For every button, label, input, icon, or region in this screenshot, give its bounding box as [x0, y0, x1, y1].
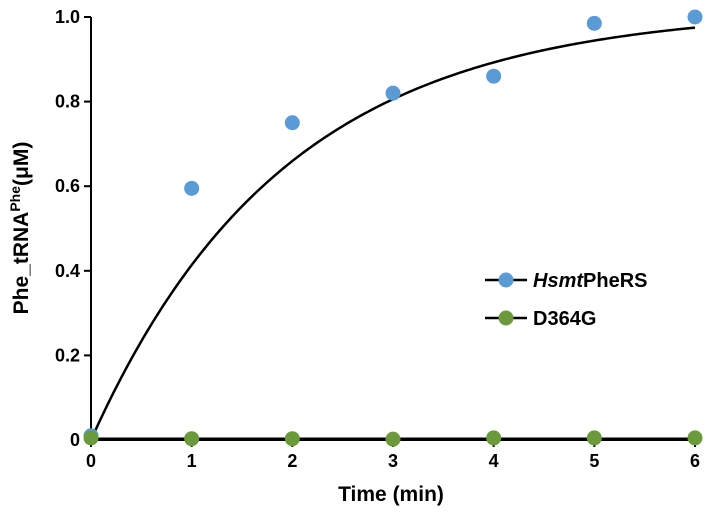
- legend-marker-d364g: [498, 310, 514, 326]
- y-tick-label: 0: [70, 430, 80, 450]
- plot-area: 0 1 2 3 4 5 6 0 0.2 0.4 0.6 0.8 1.0: [55, 7, 703, 471]
- data-point-series-1: [284, 431, 300, 447]
- data-point-series-1: [184, 431, 200, 447]
- legend-item-d364g: D364G: [485, 308, 596, 330]
- legend-marker-hsmtphers: [498, 272, 514, 288]
- y-axis-title: Phe_tRNAPhe(μM): [7, 142, 33, 315]
- x-tick-label: 4: [489, 451, 499, 471]
- x-tick-label: 5: [589, 451, 599, 471]
- y-tick-label: 1.0: [55, 7, 80, 27]
- data-point-series-1: [687, 430, 703, 446]
- y-axis-title-sup: Phe: [7, 186, 23, 212]
- data-point-series-0: [385, 85, 401, 101]
- data-point-series-0: [687, 9, 703, 25]
- data-point-series-1: [83, 430, 99, 446]
- y-tick-label: 0.8: [55, 92, 80, 112]
- x-tick-label: 6: [690, 451, 700, 471]
- y-tick-label: 0.4: [55, 261, 80, 281]
- x-axis-title: Time (min): [338, 483, 444, 506]
- x-tick-label: 3: [388, 451, 398, 471]
- legend-label-rest: PheRS: [583, 270, 647, 292]
- data-point-series-0: [486, 68, 502, 84]
- legend-label-hsmtphers: HsmtPheRS: [533, 270, 647, 292]
- legend: HsmtPheRS D364G: [485, 270, 647, 330]
- data-point-series-1: [586, 430, 602, 446]
- data-point-series-0: [184, 180, 200, 196]
- y-tick-label: 0.6: [55, 176, 80, 196]
- x-tick-label: 1: [187, 451, 197, 471]
- x-tick-label: 2: [287, 451, 297, 471]
- x-tick-label: 0: [86, 451, 96, 471]
- y-tick-label: 0.2: [55, 345, 80, 365]
- legend-label-d364g: D364G: [533, 308, 596, 330]
- legend-label-italic: Hsmt: [533, 270, 584, 292]
- data-point-series-0: [284, 115, 300, 131]
- data-point-series-0: [586, 15, 602, 31]
- y-axis-title-unit: (μM): [10, 142, 33, 186]
- legend-item-hsmtphers: HsmtPheRS: [485, 270, 647, 292]
- data-point-series-1: [486, 430, 502, 446]
- y-axis-title-base: Phe_tRNA: [10, 212, 33, 315]
- data-point-series-1: [385, 431, 401, 447]
